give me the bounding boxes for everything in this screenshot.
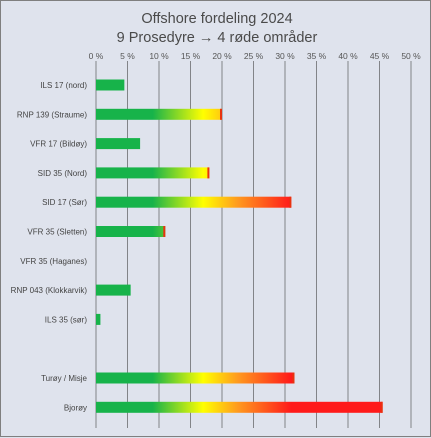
chart-subtitle: 9 Prosedyre → 4 røde områder [117,30,318,46]
x-tick-label: 20 % [212,51,232,61]
category-label: VFR 35 (Sletten) [27,228,87,237]
x-tick-label: 40 % [338,51,358,61]
category-label: SID 35 (Nord) [38,169,88,178]
x-tick-label: 50 % [401,51,421,61]
category-label: RNP 043 (Klokkarvik) [11,286,88,295]
bar [96,226,166,237]
category-label: Bjorøy [64,403,87,412]
bar-tip [163,226,166,237]
category-label: SID 17 (Sør) [42,198,87,207]
bar-tip [289,196,292,208]
x-tick-label: 25 % [244,51,264,61]
x-tick-label: 0 % [89,51,104,61]
x-tick-label: 15 % [181,51,201,61]
bar-tip [220,108,222,120]
x-tick-label: 30 % [275,51,295,61]
category-label: RNP 139 (Straume) [17,110,87,119]
bar [96,313,101,325]
bar [96,284,131,296]
x-tick-label: 35 % [307,51,327,61]
category-label: Turøy / Misje [41,374,87,383]
category-label: ILS 35 (sør) [45,315,88,324]
bar-tip [207,167,210,179]
x-tick-label: 5 % [120,51,135,61]
bar [96,79,125,91]
chart-title: Offshore fordeling 2024 [141,11,292,27]
bar [96,108,222,120]
x-tick-label: 10 % [149,51,169,61]
x-tick-label: 45 % [370,51,390,61]
category-label: VFR 35 (Haganes) [20,257,87,266]
bar [96,401,383,413]
bar-tip [380,401,383,413]
bar-tip [292,372,295,384]
bar [96,138,141,150]
bar [96,196,292,208]
category-label: ILS 17 (nord) [40,81,87,90]
bar [96,167,210,179]
bar [96,372,295,384]
category-label: VFR 17 (Bildøy) [30,140,87,149]
